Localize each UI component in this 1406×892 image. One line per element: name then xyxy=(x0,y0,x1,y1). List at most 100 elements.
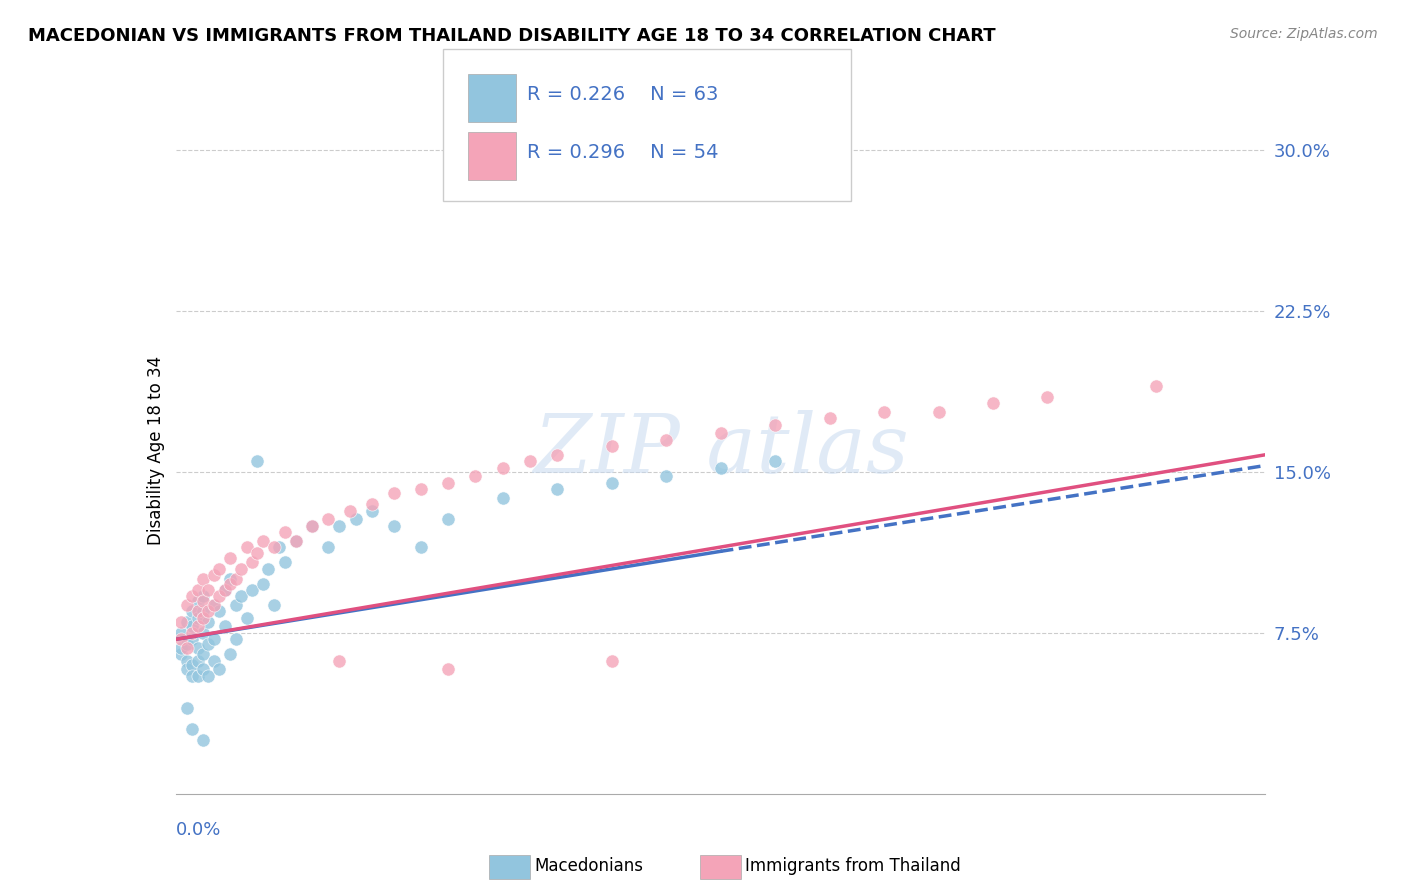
Point xyxy=(225,572,247,586)
Point xyxy=(763,454,786,468)
Text: Immigrants from Thailand: Immigrants from Thailand xyxy=(745,857,960,875)
Point xyxy=(176,654,198,668)
Text: ZIP atlas: ZIP atlas xyxy=(533,410,908,491)
Text: 0.0%: 0.0% xyxy=(176,822,221,839)
Point xyxy=(231,590,253,604)
Point xyxy=(191,590,214,604)
Point xyxy=(181,619,204,633)
Point xyxy=(202,598,225,612)
Point xyxy=(301,518,323,533)
Point xyxy=(328,518,350,533)
Point xyxy=(257,561,280,575)
Point xyxy=(818,411,841,425)
Point xyxy=(186,654,209,668)
Text: Source: ZipAtlas.com: Source: ZipAtlas.com xyxy=(1230,27,1378,41)
Point xyxy=(202,632,225,647)
Point xyxy=(252,576,274,591)
Y-axis label: Disability Age 18 to 34: Disability Age 18 to 34 xyxy=(146,356,165,545)
Point xyxy=(246,546,269,561)
Point xyxy=(274,555,297,569)
Point xyxy=(225,598,247,612)
Point xyxy=(191,572,214,586)
Point xyxy=(318,512,340,526)
Point xyxy=(191,604,214,618)
Point xyxy=(437,512,460,526)
Point xyxy=(318,540,340,554)
Point xyxy=(170,626,193,640)
Point xyxy=(546,482,568,496)
Point xyxy=(263,540,285,554)
Point xyxy=(214,619,236,633)
Point xyxy=(219,576,242,591)
Point xyxy=(170,648,193,662)
Point xyxy=(191,733,214,747)
Point xyxy=(763,417,786,432)
Point xyxy=(1144,379,1167,393)
Point xyxy=(546,448,568,462)
Point xyxy=(197,637,219,651)
Text: MACEDONIAN VS IMMIGRANTS FROM THAILAND DISABILITY AGE 18 TO 34 CORRELATION CHART: MACEDONIAN VS IMMIGRANTS FROM THAILAND D… xyxy=(28,27,995,45)
Point xyxy=(219,550,242,565)
Point xyxy=(437,662,460,676)
Point xyxy=(208,604,231,618)
Point xyxy=(186,619,209,633)
Point xyxy=(246,454,269,468)
Point xyxy=(191,662,214,676)
Point xyxy=(235,540,257,554)
Point xyxy=(301,518,323,533)
Point xyxy=(181,723,204,737)
Point xyxy=(191,611,214,625)
Point xyxy=(191,648,214,662)
Point xyxy=(170,615,193,630)
Point xyxy=(197,582,219,597)
Point xyxy=(339,503,361,517)
Point xyxy=(202,568,225,582)
Point xyxy=(186,611,209,625)
Point xyxy=(219,648,242,662)
Point xyxy=(170,640,193,655)
Point xyxy=(214,582,236,597)
Point xyxy=(176,615,198,630)
Text: R = 0.226    N = 63: R = 0.226 N = 63 xyxy=(527,85,718,103)
Point xyxy=(202,654,225,668)
Point xyxy=(191,593,214,607)
Point xyxy=(409,482,432,496)
Point xyxy=(710,460,733,475)
Point xyxy=(263,598,285,612)
Point xyxy=(360,497,382,511)
Point xyxy=(176,598,198,612)
Point xyxy=(186,582,209,597)
Point xyxy=(1036,390,1059,404)
Point xyxy=(240,582,263,597)
Point xyxy=(873,405,896,419)
Point xyxy=(176,662,198,676)
Point xyxy=(186,604,209,618)
Point xyxy=(176,701,198,715)
Point xyxy=(284,533,307,548)
Point xyxy=(170,632,193,647)
Point xyxy=(186,640,209,655)
Point xyxy=(197,615,219,630)
Point xyxy=(600,439,623,453)
Point xyxy=(208,590,231,604)
Point xyxy=(197,669,219,683)
Point xyxy=(492,491,515,505)
Point xyxy=(344,512,367,526)
Point xyxy=(181,669,204,683)
Point xyxy=(655,433,678,447)
Point xyxy=(284,533,307,548)
Point xyxy=(328,654,350,668)
Point xyxy=(600,475,623,490)
Point xyxy=(186,593,209,607)
Point xyxy=(235,611,257,625)
Point xyxy=(181,626,204,640)
Point xyxy=(181,604,204,618)
Point xyxy=(464,469,486,483)
Point xyxy=(710,426,733,441)
Text: R = 0.296    N = 54: R = 0.296 N = 54 xyxy=(527,143,718,161)
Point xyxy=(274,524,297,539)
Point xyxy=(231,561,253,575)
Point xyxy=(655,469,678,483)
Point xyxy=(981,396,1004,410)
Point xyxy=(240,555,263,569)
